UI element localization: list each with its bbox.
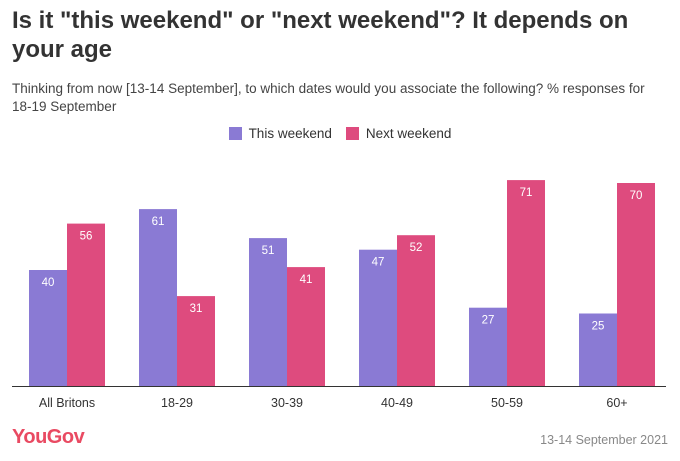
- bar-this-weekend: [359, 249, 397, 386]
- bar-next-weekend: [617, 183, 655, 386]
- data-label-next-weekend: 41: [300, 274, 313, 286]
- bar-next-weekend: [397, 235, 435, 386]
- x-tick-label: 30-39: [271, 396, 303, 410]
- legend-swatch-this-weekend: [228, 127, 242, 140]
- chart-title: Is it "this weekend" or "next weekend"? …: [12, 7, 629, 63]
- yougov-logo: YouGov: [12, 426, 85, 448]
- legend-item-this-weekend: This weekend: [228, 126, 332, 141]
- bar-next-weekend: [67, 223, 105, 386]
- data-label-next-weekend: 71: [520, 187, 533, 199]
- bar-this-weekend: [139, 209, 177, 386]
- chart-subtitle: Thinking from now [13-14 September], to …: [12, 81, 645, 114]
- x-tick-label: 50-59: [491, 396, 523, 410]
- data-label-this-weekend: 25: [592, 321, 605, 333]
- data-label-this-weekend: 27: [482, 315, 495, 327]
- legend: This weekend Next weekend: [0, 126, 680, 141]
- footer-date: 13-14 September 2021: [540, 433, 668, 447]
- x-tick-label: 18-29: [161, 396, 193, 410]
- x-tick-label: 40-49: [381, 396, 413, 410]
- x-tick-label: All Britons: [39, 396, 95, 410]
- data-label-next-weekend: 31: [190, 303, 203, 315]
- data-label-this-weekend: 51: [262, 245, 275, 257]
- data-label-next-weekend: 56: [80, 231, 93, 243]
- x-tick-label: 60+: [606, 396, 627, 410]
- bar-next-weekend: [287, 267, 325, 386]
- bar-next-weekend: [177, 296, 215, 386]
- data-label-next-weekend: 52: [410, 242, 423, 254]
- bar-this-weekend: [469, 307, 507, 386]
- legend-swatch-next-weekend: [345, 127, 359, 140]
- data-label-this-weekend: 47: [372, 257, 385, 269]
- data-label-next-weekend: 70: [630, 190, 643, 202]
- legend-label-this-weekend: This weekend: [248, 126, 332, 141]
- data-label-this-weekend: 40: [42, 277, 55, 289]
- bar-this-weekend: [579, 313, 617, 386]
- bar-chart: 40 56 All Britons 61 31 18-29 51 41 30-39 47 52 40-…: [12, 180, 666, 410]
- legend-label-next-weekend: Next weekend: [365, 126, 452, 141]
- legend-item-next-weekend: Next weekend: [345, 126, 452, 141]
- bar-this-weekend: [249, 238, 287, 386]
- data-label-this-weekend: 61: [152, 216, 165, 228]
- bar-next-weekend: [507, 180, 545, 386]
- bar-this-weekend: [29, 270, 67, 386]
